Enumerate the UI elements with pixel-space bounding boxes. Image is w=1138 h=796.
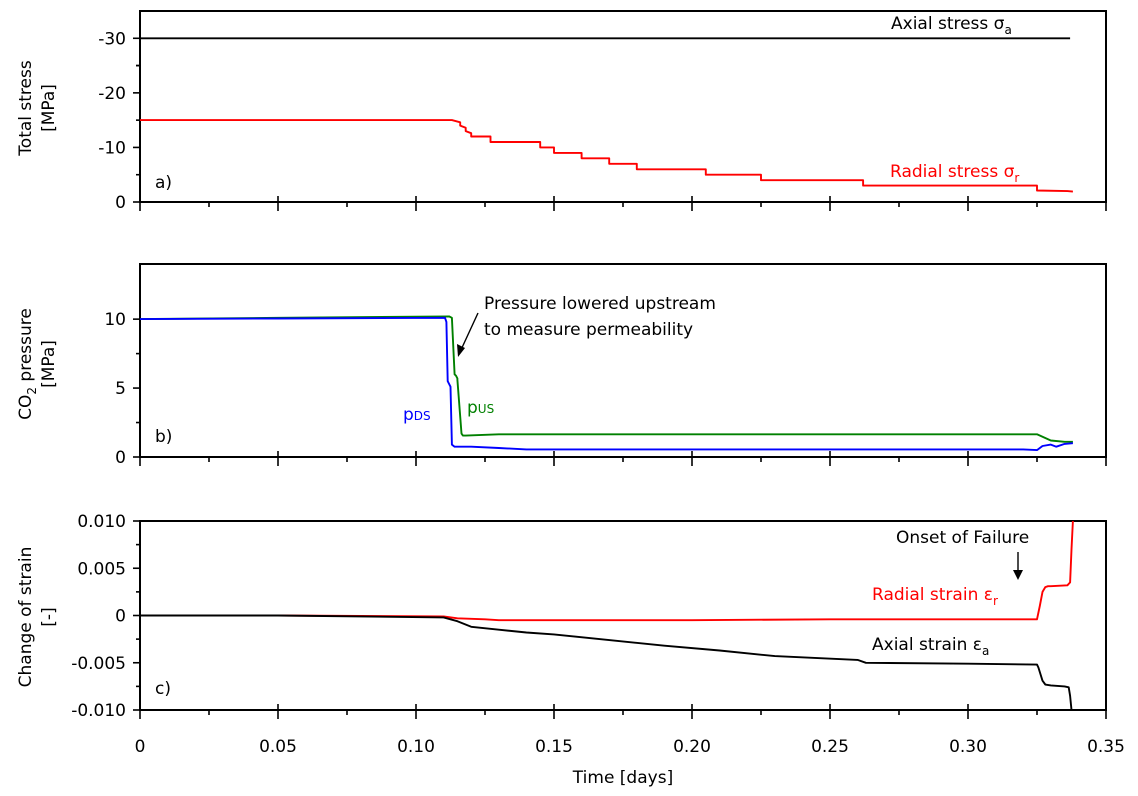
- series-pus-line: [139, 315, 1073, 443]
- series-pds-line: [139, 316, 1073, 452]
- onset-failure-arrowhead: [1013, 570, 1023, 580]
- panel-a-label: a): [155, 173, 172, 193]
- pressure-lowered-annotation-line1: Pressure lowered upstream: [484, 294, 716, 314]
- x-tick-label: 0.25: [811, 737, 849, 757]
- x-tick-label: 0.10: [397, 737, 435, 757]
- radial-stress-annotation: Radial stress σr: [890, 162, 1019, 185]
- panel-a-ytick-label: -10: [98, 138, 126, 158]
- panel-b-ytick-label: 10: [104, 310, 126, 330]
- panel-a-ytick-label: -20: [98, 84, 126, 104]
- panel-a-series: [140, 37, 1073, 193]
- x-tick-label: 0.15: [535, 737, 573, 757]
- pds-label: pDS: [403, 405, 431, 425]
- panel-b-ylabel-line1: CO2 pressure: [16, 308, 39, 420]
- panel-c: 0 0.05 0.10 0.15 0.20 0.25 0.30 0.35 -0.010 -0.00…: [16, 512, 1125, 788]
- x-tick-label: 0.05: [259, 737, 297, 757]
- onset-failure-annotation: Onset of Failure: [896, 528, 1029, 548]
- series-axial-strain-a-line: [140, 614, 1073, 711]
- panel-c-series: [140, 520, 1074, 711]
- series-radial-strain-r-line: [140, 520, 1074, 622]
- panel-b-ylabel-line2: [MPa]: [39, 340, 59, 388]
- panel-b-ytick-label: 0: [115, 448, 126, 468]
- panel-b-ytick-label: 5: [115, 379, 126, 399]
- axial-strain-annotation: Axial strain εa: [872, 635, 989, 658]
- x-tick-label: 0.35: [1087, 737, 1125, 757]
- radial-strain-annotation: Radial strain εr: [872, 585, 998, 608]
- panel-a-ytick-label: -30: [98, 29, 126, 49]
- x-tick-label: 0: [135, 737, 146, 757]
- pressure-lowered-arrowhead: [457, 344, 465, 357]
- panel-c-ytick-label: -0.005: [71, 654, 126, 674]
- panel-c-ytick-label: 0: [115, 607, 126, 627]
- pressure-lowered-arrow: [459, 312, 479, 353]
- panel-b-label: b): [155, 427, 172, 447]
- x-tick-label: 0.20: [673, 737, 711, 757]
- panel-a: 0 -10 -20 -30 Total stress [MPa] a) Axial s…: [16, 10, 1107, 213]
- panel-b-frame: [139, 263, 1107, 458]
- panel-b: 0 5 10 CO2 pressure [MPa] b) Pressure lowe…: [16, 263, 1107, 468]
- panel-c-ytick-label: -0.010: [71, 701, 126, 721]
- series-radial-stress-r-line: [140, 119, 1073, 193]
- panel-c-ytick-label: 0.010: [77, 512, 126, 532]
- panel-c-ylabel-line2: [-]: [39, 607, 59, 626]
- pressure-lowered-annotation-line2: to measure permeability: [484, 320, 693, 340]
- panel-a-ticks: 0 -10 -20 -30: [98, 29, 1107, 213]
- panel-c-ytick-label: 0.005: [77, 559, 126, 579]
- panel-a-ylabel-line2: [MPa]: [39, 84, 59, 132]
- panel-a-ylabel-line1: Total stress: [16, 60, 36, 157]
- panel-c-ticks: 0 0.05 0.10 0.15 0.20 0.25 0.30 0.35 -0.010 -0.00…: [71, 512, 1125, 757]
- x-axis-title: Time [days]: [572, 768, 673, 788]
- panel-c-label: c): [155, 679, 171, 699]
- panel-c-ylabel-line1: Change of strain: [16, 547, 36, 688]
- pus-label: pUS: [467, 398, 494, 418]
- panel-a-ytick-label: 0: [115, 193, 126, 213]
- panel-b-series: [139, 315, 1073, 452]
- panel-b-ticks: 0 5 10: [104, 310, 1107, 468]
- axial-stress-annotation: Axial stress σa: [891, 14, 1012, 37]
- x-tick-label: 0.30: [949, 737, 987, 757]
